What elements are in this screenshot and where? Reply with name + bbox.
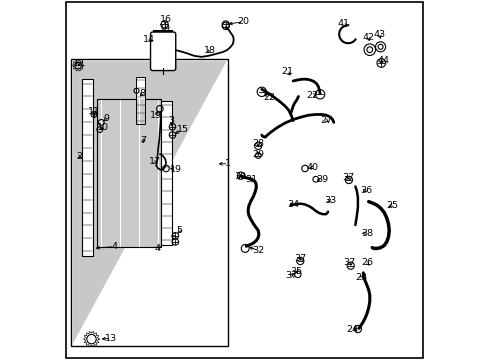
Text: 36: 36 [359,186,371,194]
Text: 28: 28 [252,139,264,148]
Text: 37: 37 [294,254,306,263]
Text: 19: 19 [150,111,162,120]
Text: 37: 37 [285,271,297,280]
FancyBboxPatch shape [150,32,175,71]
Bar [161,101,172,245]
Text: 30: 30 [234,172,246,181]
Text: 2: 2 [76,152,81,161]
Text: 15: 15 [176,125,188,134]
Text: 33: 33 [324,197,336,205]
Text: 25: 25 [386,201,397,210]
Text: 10: 10 [97,123,109,132]
Text: 34: 34 [286,200,299,209]
Text: 1: 1 [225,159,231,168]
Text: 13: 13 [105,334,117,343]
Text: 8: 8 [139,89,144,98]
Text: 43: 43 [373,30,385,39]
Text: 5: 5 [176,226,183,235]
Text: 23: 23 [355,273,367,282]
Bar [71,59,228,346]
Polygon shape [73,61,226,344]
Text: 40: 40 [306,163,318,172]
Text: 20: 20 [237,17,249,26]
Text: 14: 14 [143,35,155,44]
Text: 12: 12 [73,58,85,68]
Text: 37: 37 [342,258,354,267]
Text: 26: 26 [360,258,372,267]
Text: 19: 19 [158,23,170,32]
Text: 44: 44 [376,56,388,65]
Text: 11: 11 [88,107,100,116]
Text: 6: 6 [170,233,176,242]
Text: 16: 16 [160,15,172,24]
Text: 22: 22 [263,93,274,102]
Bar [97,99,161,247]
Text: 42: 42 [362,33,374,42]
Bar [81,79,92,256]
Text: 4: 4 [154,244,160,253]
Text: 31: 31 [245,175,257,184]
Text: 22: 22 [305,91,318,100]
Text: 39: 39 [315,175,327,184]
Text: 41: 41 [337,19,349,28]
Text: 32: 32 [252,246,264,255]
Text: 7: 7 [141,136,146,145]
Text: 17: 17 [148,157,160,166]
Text: 37: 37 [342,173,353,181]
Text: 38: 38 [360,229,372,238]
Text: 35: 35 [290,267,302,276]
Text: 19: 19 [170,165,182,174]
Text: 4: 4 [112,242,118,251]
Text: 21: 21 [281,68,292,77]
Text: 27: 27 [320,116,332,125]
Text: 9: 9 [102,114,109,123]
Text: 3: 3 [168,116,175,125]
Text: 29: 29 [252,150,264,159]
Text: 18: 18 [204,46,216,55]
Text: 24: 24 [346,325,358,334]
Bar [136,77,145,124]
